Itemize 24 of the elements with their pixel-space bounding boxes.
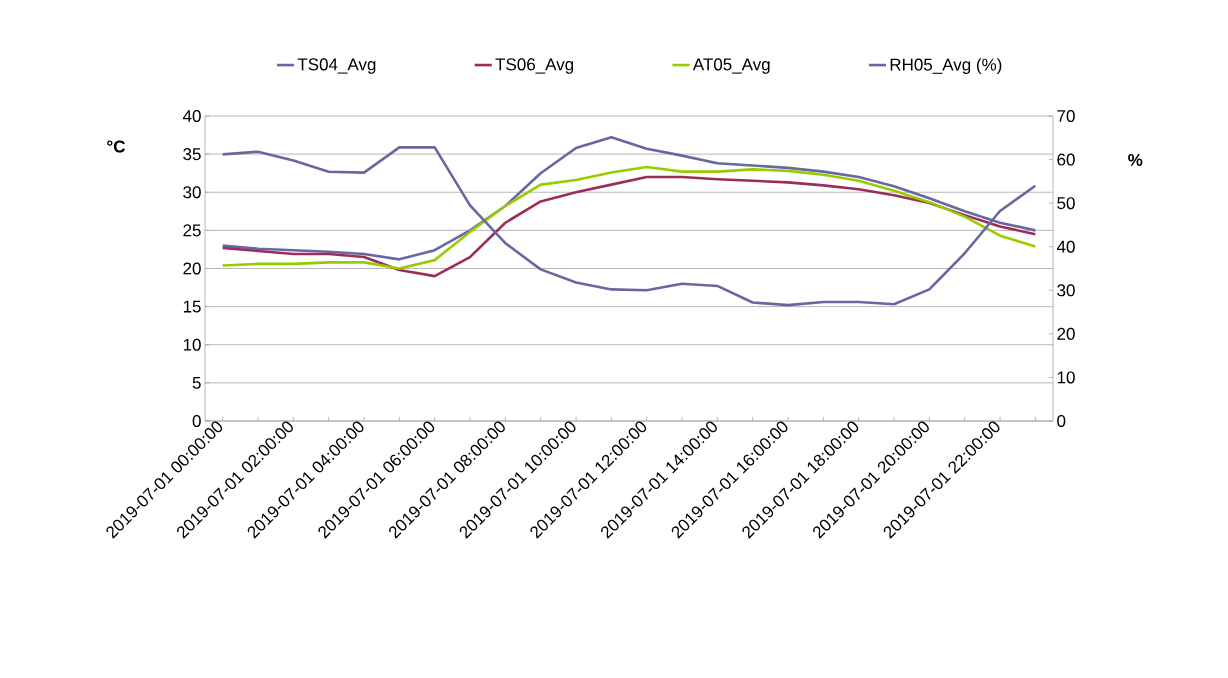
y-tick-label: 35 — [183, 148, 201, 161]
y2-tick-label: 20 — [1057, 327, 1075, 340]
y2-tick-label: 50 — [1057, 197, 1075, 210]
y-tick-label: 20 — [183, 262, 201, 275]
legend-label: RH05_Avg (%) — [890, 58, 1002, 74]
y2-tick-label: 40 — [1056, 240, 1075, 253]
y-axis-title: °C — [107, 140, 126, 153]
y2-tick-label: 70 — [1057, 109, 1075, 123]
legend-label: TS06_Avg — [495, 58, 574, 74]
line-series — [221, 165, 1037, 270]
y2-tick-label: 30 — [1057, 284, 1075, 297]
y-tick-label: 25 — [183, 224, 201, 237]
y2-tick-label: 0 — [1057, 414, 1066, 428]
legend-label: TS04_Avg — [297, 58, 376, 74]
y-tick-label: 5 — [192, 376, 201, 389]
legend-label: AT05_Avg — [692, 58, 770, 74]
y-tick-label: 40 — [182, 109, 201, 123]
y-tick-label: 10 — [183, 338, 201, 351]
y-tick-label: 30 — [183, 186, 201, 199]
y2-axis-title: % — [1128, 153, 1143, 166]
line-series — [221, 175, 1037, 278]
y-tick-label: 15 — [183, 300, 201, 313]
y2-tick-label: 10 — [1057, 371, 1075, 384]
y2-tick-label: 60 — [1057, 153, 1075, 166]
